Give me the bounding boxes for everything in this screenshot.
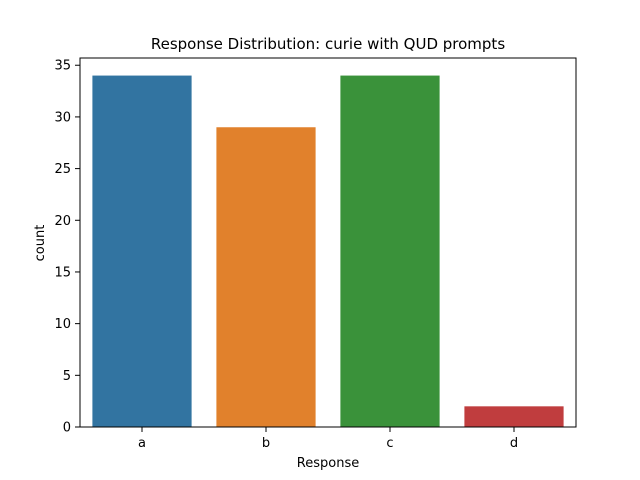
y-tick-label: 5 — [63, 369, 71, 384]
bar-b — [216, 127, 316, 427]
y-tick-label: 10 — [54, 317, 71, 332]
y-tick-label: 0 — [63, 421, 71, 436]
bars-group — [92, 75, 564, 428]
x-axis-label: Response — [297, 456, 359, 471]
x-tick-label: b — [262, 436, 270, 451]
x-tick-label: a — [138, 436, 146, 451]
y-tick-label: 35 — [54, 59, 71, 74]
bar-a — [92, 75, 192, 428]
y-tick-label: 30 — [54, 110, 71, 125]
y-axis-ticks: 0 5 10 15 20 25 30 35 — [54, 59, 80, 436]
x-axis-ticks: a b c d — [138, 427, 518, 451]
y-tick-label: 15 — [54, 265, 71, 280]
bar-c — [340, 75, 440, 428]
y-axis-label: count — [33, 225, 48, 262]
x-tick-label: d — [510, 436, 518, 451]
x-tick-label: c — [386, 436, 393, 451]
y-tick-label: 20 — [54, 214, 71, 229]
bar-d — [464, 406, 564, 427]
y-tick-label: 25 — [54, 162, 71, 177]
plot-frame — [79, 57, 577, 428]
chart-title: Response Distribution: curie with QUD pr… — [151, 35, 505, 53]
